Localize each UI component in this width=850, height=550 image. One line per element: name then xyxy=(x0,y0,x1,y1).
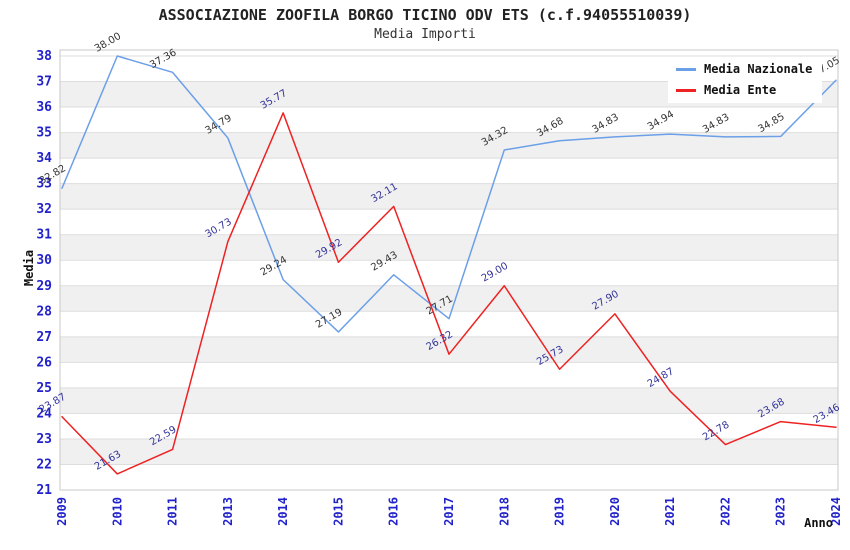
y-tick-label: 26 xyxy=(36,355,52,370)
y-tick-label: 33 xyxy=(36,177,52,192)
y-tick-label: 30 xyxy=(36,253,52,268)
x-tick-label: 2010 xyxy=(110,497,124,526)
y-tick-label: 25 xyxy=(36,381,52,396)
y-tick-label: 27 xyxy=(36,330,52,345)
media-ente-swatch xyxy=(676,88,696,92)
x-tick-label: 2020 xyxy=(608,497,622,526)
y-tick-label: 37 xyxy=(36,75,52,90)
x-tick-label: 2022 xyxy=(718,497,732,526)
point-label: 29.00 xyxy=(480,261,510,285)
y-tick-label: 32 xyxy=(36,202,52,217)
grid-band xyxy=(60,336,838,363)
grid-band xyxy=(60,132,838,159)
legend-item-media-ente: Media Ente xyxy=(676,83,812,97)
grid-band xyxy=(60,183,838,210)
media-ente-line xyxy=(61,112,837,475)
y-tick-label: 38 xyxy=(36,49,52,64)
grid-band xyxy=(60,438,838,465)
y-tick-label: 34 xyxy=(36,151,52,166)
grid-band xyxy=(60,285,838,312)
y-tick-label: 29 xyxy=(36,279,52,294)
y-tick-label: 35 xyxy=(36,126,52,141)
point-label: 34.85 xyxy=(756,111,786,135)
x-axis-ticks: 2009 2010 2011 2013 2014 2015 2016 2017 2018 2019… xyxy=(55,497,843,526)
point-label: 37.36 xyxy=(148,47,178,71)
point-label: 24.87 xyxy=(646,366,676,390)
x-tick-label: 2019 xyxy=(553,497,567,526)
x-tick-label: 2011 xyxy=(166,497,180,526)
point-label: 34.94 xyxy=(646,109,676,133)
media-nazionale-line xyxy=(61,55,837,333)
x-tick-label: 2017 xyxy=(442,497,456,526)
legend-item-media-nazionale: Media Nazionale xyxy=(676,62,812,76)
y-tick-label: 22 xyxy=(36,457,52,472)
x-axis-title: Anno xyxy=(804,516,833,530)
grid-bands xyxy=(60,81,838,465)
media-nazionale-swatch xyxy=(676,67,696,71)
chart-title: ASSOCIAZIONE ZOOFILA BORGO TICINO ODV ET… xyxy=(158,6,692,24)
point-label: 38.00 xyxy=(93,31,123,55)
y-axis-ticks: 21 22 23 24 25 26 27 28 29 30 31 32 33 34 35 36 37 38 xyxy=(36,49,52,498)
plot-border xyxy=(59,49,839,491)
x-tick-label: 2009 xyxy=(55,497,69,526)
y-tick-label: 36 xyxy=(36,100,52,115)
y-tick-label: 28 xyxy=(36,304,52,319)
x-tick-label: 2015 xyxy=(331,497,345,526)
y-tick-label: 31 xyxy=(36,228,52,243)
chart-subtitle: Media Importi xyxy=(374,27,476,42)
x-tick-label: 2013 xyxy=(221,497,235,526)
x-tick-label: 2018 xyxy=(497,497,511,526)
x-tick-label: 2021 xyxy=(663,497,677,526)
gridlines xyxy=(60,55,838,465)
x-tick-label: 2016 xyxy=(387,497,401,526)
y-tick-label: 21 xyxy=(36,483,52,498)
x-tick-label: 2023 xyxy=(774,497,788,526)
y-axis-title: Media xyxy=(22,250,36,286)
x-tick-label: 2024 xyxy=(829,497,843,526)
x-tick-label: 2014 xyxy=(276,497,290,526)
y-tick-label: 24 xyxy=(36,406,52,421)
grid-band xyxy=(60,387,838,414)
legend-label-media-ente: Media Ente xyxy=(704,83,777,97)
legend-label-media-nazionale: Media Nazionale xyxy=(704,62,813,76)
y-tick-label: 23 xyxy=(36,432,52,447)
grid-band xyxy=(60,234,838,261)
legend: Media Nazionale Media Ente xyxy=(668,57,823,103)
